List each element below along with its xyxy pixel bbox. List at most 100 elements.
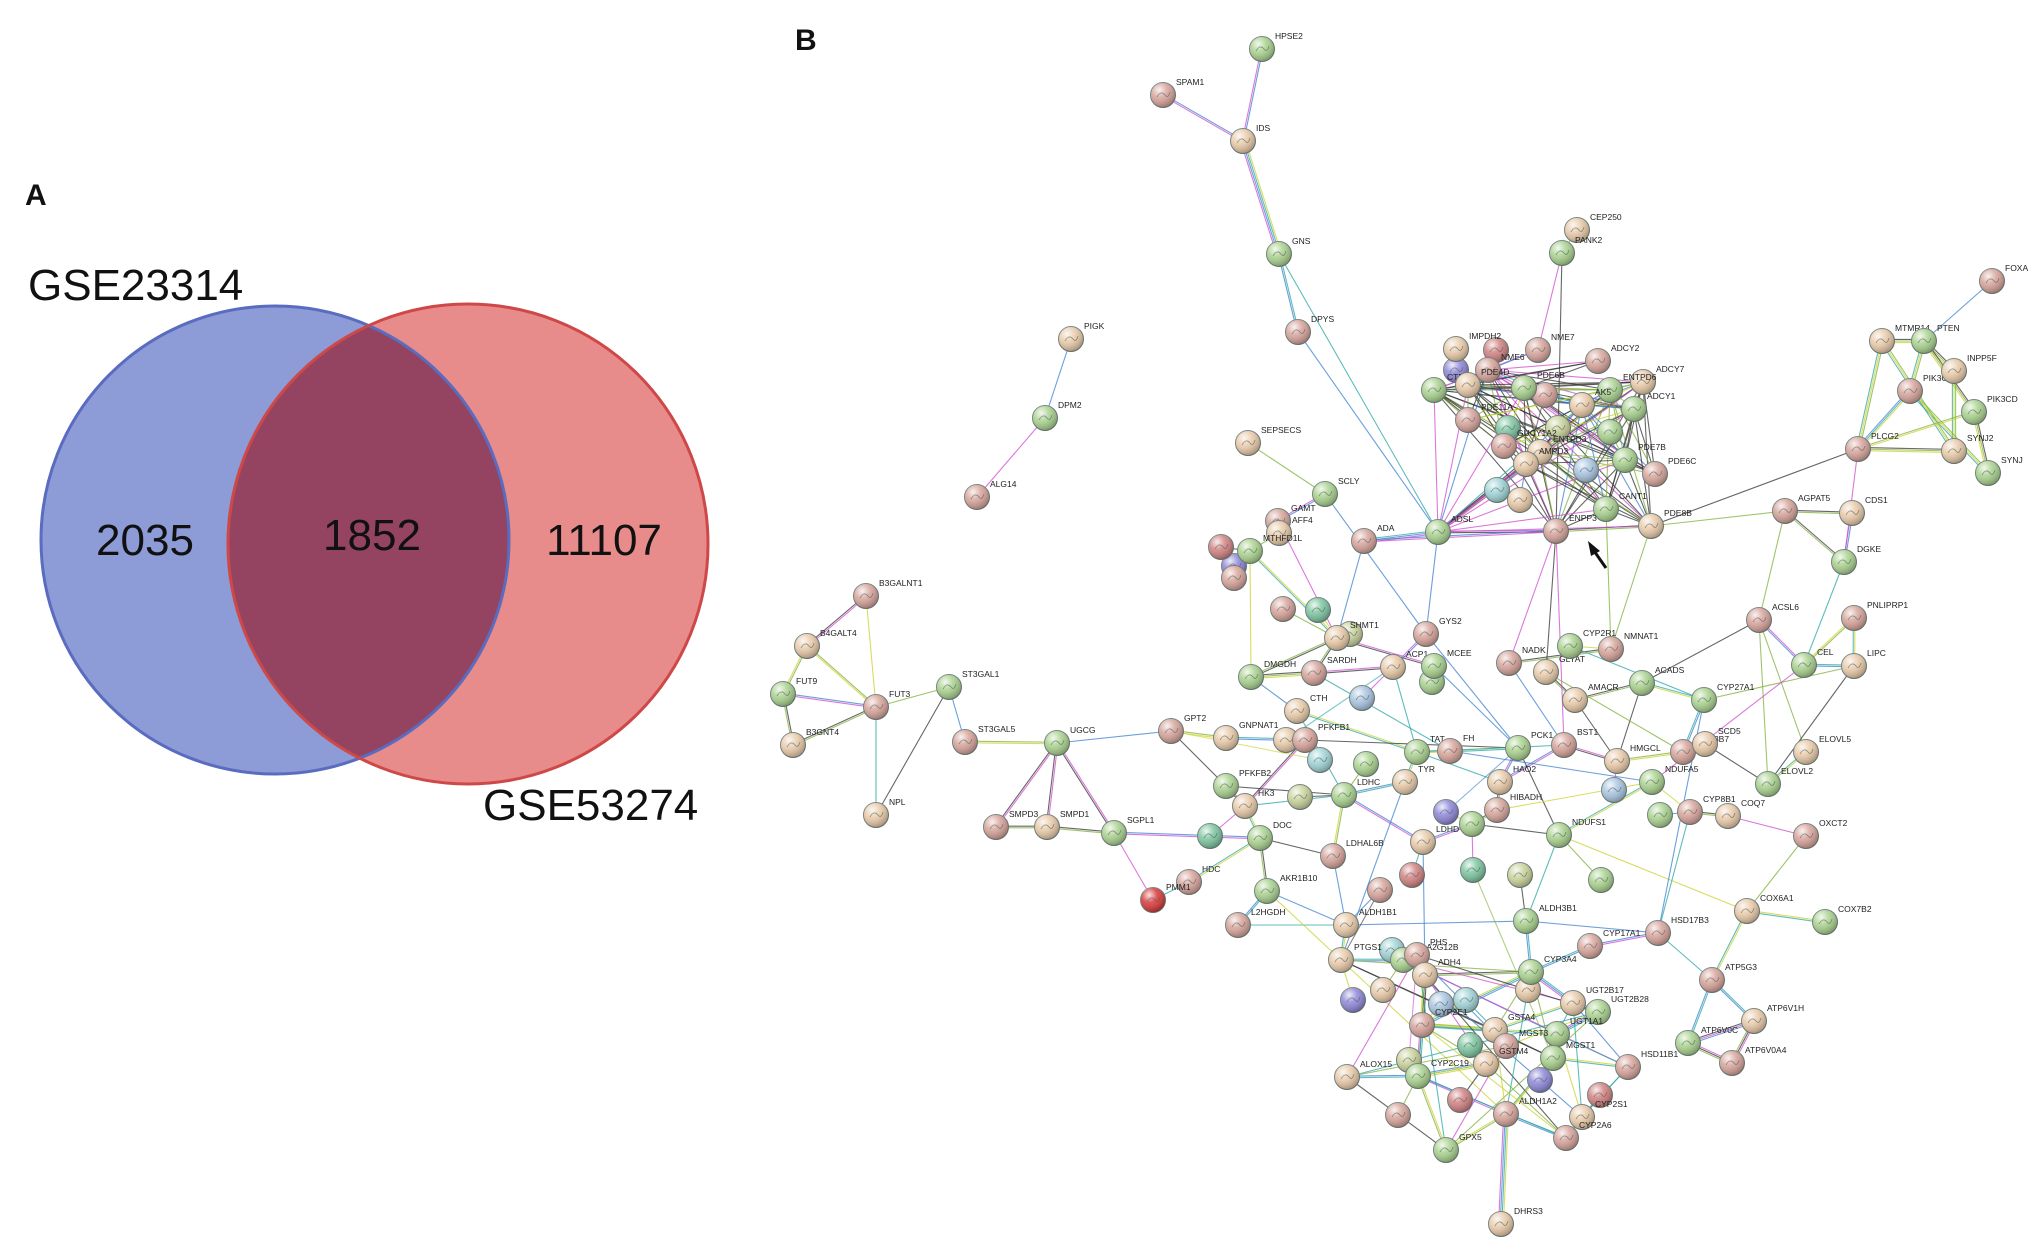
node-label: ELOVL2	[1781, 766, 1813, 776]
node-shine	[1340, 987, 1366, 1013]
network-edge	[1858, 391, 1912, 451]
node-structure-icon	[1330, 634, 1345, 641]
node-structure-icon	[786, 741, 801, 748]
network-node: FH	[1437, 733, 1474, 764]
node-shine	[1491, 433, 1517, 459]
network-edge	[1266, 890, 1347, 926]
node-structure-icon	[1318, 490, 1333, 497]
node-shine	[983, 814, 1009, 840]
node-label: NDUFA5	[1665, 764, 1699, 774]
node-shine	[1585, 999, 1611, 1025]
node-label: DHRS3	[1514, 1206, 1543, 1216]
node-label: HPSE2	[1275, 31, 1303, 41]
node-label: PTEN	[1937, 323, 1960, 333]
node-shine	[1691, 687, 1717, 713]
node-structure-icon	[1513, 871, 1528, 878]
node-structure-icon	[1490, 486, 1505, 493]
network-edge	[1057, 742, 1116, 834]
node-structure-icon	[1837, 558, 1852, 565]
network-node: PIK3C2A	[1897, 373, 1958, 404]
node-label: SHMT1	[1350, 620, 1379, 630]
node-label: BST1	[1577, 727, 1599, 737]
node-structure-icon	[1604, 645, 1619, 652]
node-label: CYP27A1	[1717, 682, 1755, 692]
network-node-unlabeled	[1305, 597, 1331, 623]
network-node: FUT9	[770, 676, 818, 707]
node-structure-icon	[1064, 335, 1079, 342]
node-label: HK3	[1258, 788, 1275, 798]
network-node: ADCY2	[1585, 343, 1640, 374]
network-node: UGT2B28	[1585, 994, 1649, 1025]
node-shine	[1505, 735, 1531, 761]
node-shine	[1287, 784, 1313, 810]
node-structure-icon	[1502, 659, 1517, 666]
node-label: DMGDH	[1264, 659, 1296, 669]
node-shine	[1699, 967, 1725, 993]
network-edge	[1296, 709, 1418, 752]
node-label: CYP2A6	[1579, 1120, 1612, 1130]
network-node-unlabeled	[1457, 1032, 1483, 1058]
network-node: IDS	[1230, 123, 1271, 154]
node-shine	[1564, 217, 1590, 243]
network-node: COQ7	[1715, 798, 1765, 829]
node-label: FOXA	[2005, 263, 2028, 273]
node-label: SMPD1	[1060, 809, 1090, 819]
network-node: SYNJ	[1975, 455, 2023, 486]
network-node: PDE7B	[1612, 442, 1666, 473]
node-shine	[1273, 727, 1299, 753]
node-shine	[964, 484, 990, 510]
node-label: AKR1B10	[1280, 873, 1318, 883]
network-node: ALDH1A2	[1493, 1096, 1557, 1127]
node-structure-icon	[1449, 345, 1464, 352]
node-structure-icon	[1479, 1060, 1494, 1067]
network-node: MGST3	[1493, 1028, 1549, 1059]
node-shine	[1475, 357, 1501, 383]
node-shine	[1629, 670, 1655, 696]
node-structure-icon	[1752, 616, 1767, 623]
panel-b: B HPSE2 SPAM1 IDS GNS DPYS PIGK DPM2 ALG14 CEP25…	[770, 24, 2028, 1237]
node-structure-icon	[1425, 678, 1440, 685]
node-label: CYP17A1	[1603, 928, 1641, 938]
node-label: MTHFD1L	[1263, 533, 1302, 543]
node-shine	[1615, 1054, 1641, 1080]
network-node: HMGCL	[1604, 743, 1661, 774]
node-shine	[1527, 1067, 1553, 1093]
network-edge	[1539, 451, 1626, 461]
node-structure-icon	[1214, 543, 1229, 550]
node-shine	[1225, 912, 1251, 938]
node-label: ADH4	[1438, 957, 1461, 967]
node-structure-icon	[1539, 668, 1554, 675]
node-shine	[1569, 1104, 1595, 1130]
network-edge	[1340, 889, 1381, 961]
network-edge	[1556, 1033, 1629, 1068]
network-node: ATP5G3	[1699, 962, 1757, 993]
node-label: PLA2G12B	[1416, 942, 1459, 952]
network-edge	[1508, 647, 1612, 663]
node-structure-icon	[1648, 470, 1663, 477]
network-edge	[1558, 834, 1748, 912]
node-shine	[1413, 621, 1439, 647]
network-edge	[1923, 280, 1993, 342]
node-shine	[1647, 802, 1673, 828]
node-shine	[1484, 797, 1510, 823]
node-shine	[1793, 823, 1819, 849]
node-structure-icon	[1551, 424, 1566, 431]
node-structure-icon	[1517, 384, 1532, 391]
network-node: B3GALNT1	[853, 578, 923, 609]
node-shine	[1460, 857, 1486, 883]
node-structure-icon	[1243, 547, 1258, 554]
venn-intersection	[228, 306, 509, 774]
node-structure-icon	[1272, 529, 1287, 536]
network-edge	[1055, 742, 1114, 834]
network-node: PDE11A	[1455, 402, 1513, 433]
network-node: SMPD1	[1034, 809, 1090, 840]
network-node: B3GNT4	[780, 727, 839, 758]
network-node-unlabeled	[1307, 747, 1333, 773]
network-node: LIPC	[1841, 648, 1886, 679]
node-shine	[780, 732, 806, 758]
node-shine	[1412, 962, 1438, 988]
network-node: UGCG	[1044, 725, 1096, 756]
node-shine	[1493, 1033, 1519, 1059]
network-node-unlabeled	[1340, 987, 1366, 1013]
